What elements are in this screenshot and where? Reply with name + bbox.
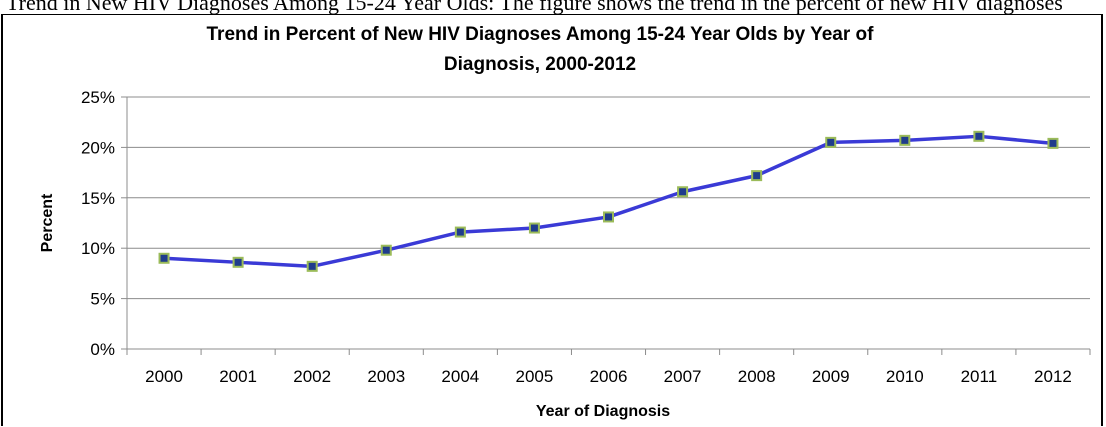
data-point-2006 [603,211,614,223]
x-tick-label-2004: 2004 [441,367,479,386]
x-axis-label: Year of Diagnosis [536,403,670,420]
data-point-2012 [1047,137,1059,149]
data-point-2011 [973,130,985,142]
data-point-2005 [528,222,540,234]
series-line [163,134,1054,269]
chart-frame [1,14,1103,426]
data-point-2000 [158,252,170,264]
x-tick-label-2008: 2008 [738,367,776,386]
x-tick-label-2005: 2005 [516,367,554,386]
y-tick-label: 25% [81,88,115,107]
chart-title-line-2: Diagnosis, 2000-2012 [444,54,636,75]
x-tick-label-2011: 2011 [961,367,998,386]
data-point-2008 [751,170,763,182]
y-tick-label: 10% [81,239,115,258]
x-tick-label-2003: 2003 [367,367,405,386]
data-point-2003 [380,244,392,256]
y-tick-label: 0% [90,340,115,359]
y-axis-ticks: 0% 5% 10% 15% 20% 25% [81,88,127,359]
data-point-2004 [454,226,466,238]
chart-title-line-1: Trend in Percent of New HIV Diagnoses Am… [207,24,875,45]
x-tick-label-2010: 2010 [886,367,924,386]
x-tick-label-2007: 2007 [664,367,702,386]
x-tick-label-2006: 2006 [590,367,628,386]
data-point-2002 [306,260,318,272]
chart-title: Trend in Percent of New HIV Diagnoses Am… [207,24,875,75]
y-tick-label: 20% [81,138,115,157]
y-tick-label: 5% [90,290,115,309]
data-point-2010 [899,134,911,146]
data-point-2007 [677,186,689,198]
data-point-2001 [232,256,244,268]
caption-fragment: Trend in New HIV Diagnoses Among 15-24 Y… [0,0,1106,14]
x-tick-label-2009: 2009 [812,367,850,386]
x-axis-ticks: 2000 2001 2002 2003 2004 2005 2006 2007 2008 2009… [126,349,1091,386]
x-tick-label-2012: 2012 [1034,367,1072,386]
y-tick-label: 15% [81,189,115,208]
data-point-2009 [825,136,837,148]
y-axis-label: Percent [39,193,56,252]
series-path [163,134,1054,269]
x-tick-label-2002: 2002 [293,367,331,386]
data-markers [158,130,1059,272]
x-tick-label-2000: 2000 [145,367,183,386]
caption-text: Trend in New HIV Diagnoses Among 15-24 Y… [6,0,1063,14]
x-tick-label-2001: 2001 [219,367,257,386]
gridlines [126,96,1090,350]
